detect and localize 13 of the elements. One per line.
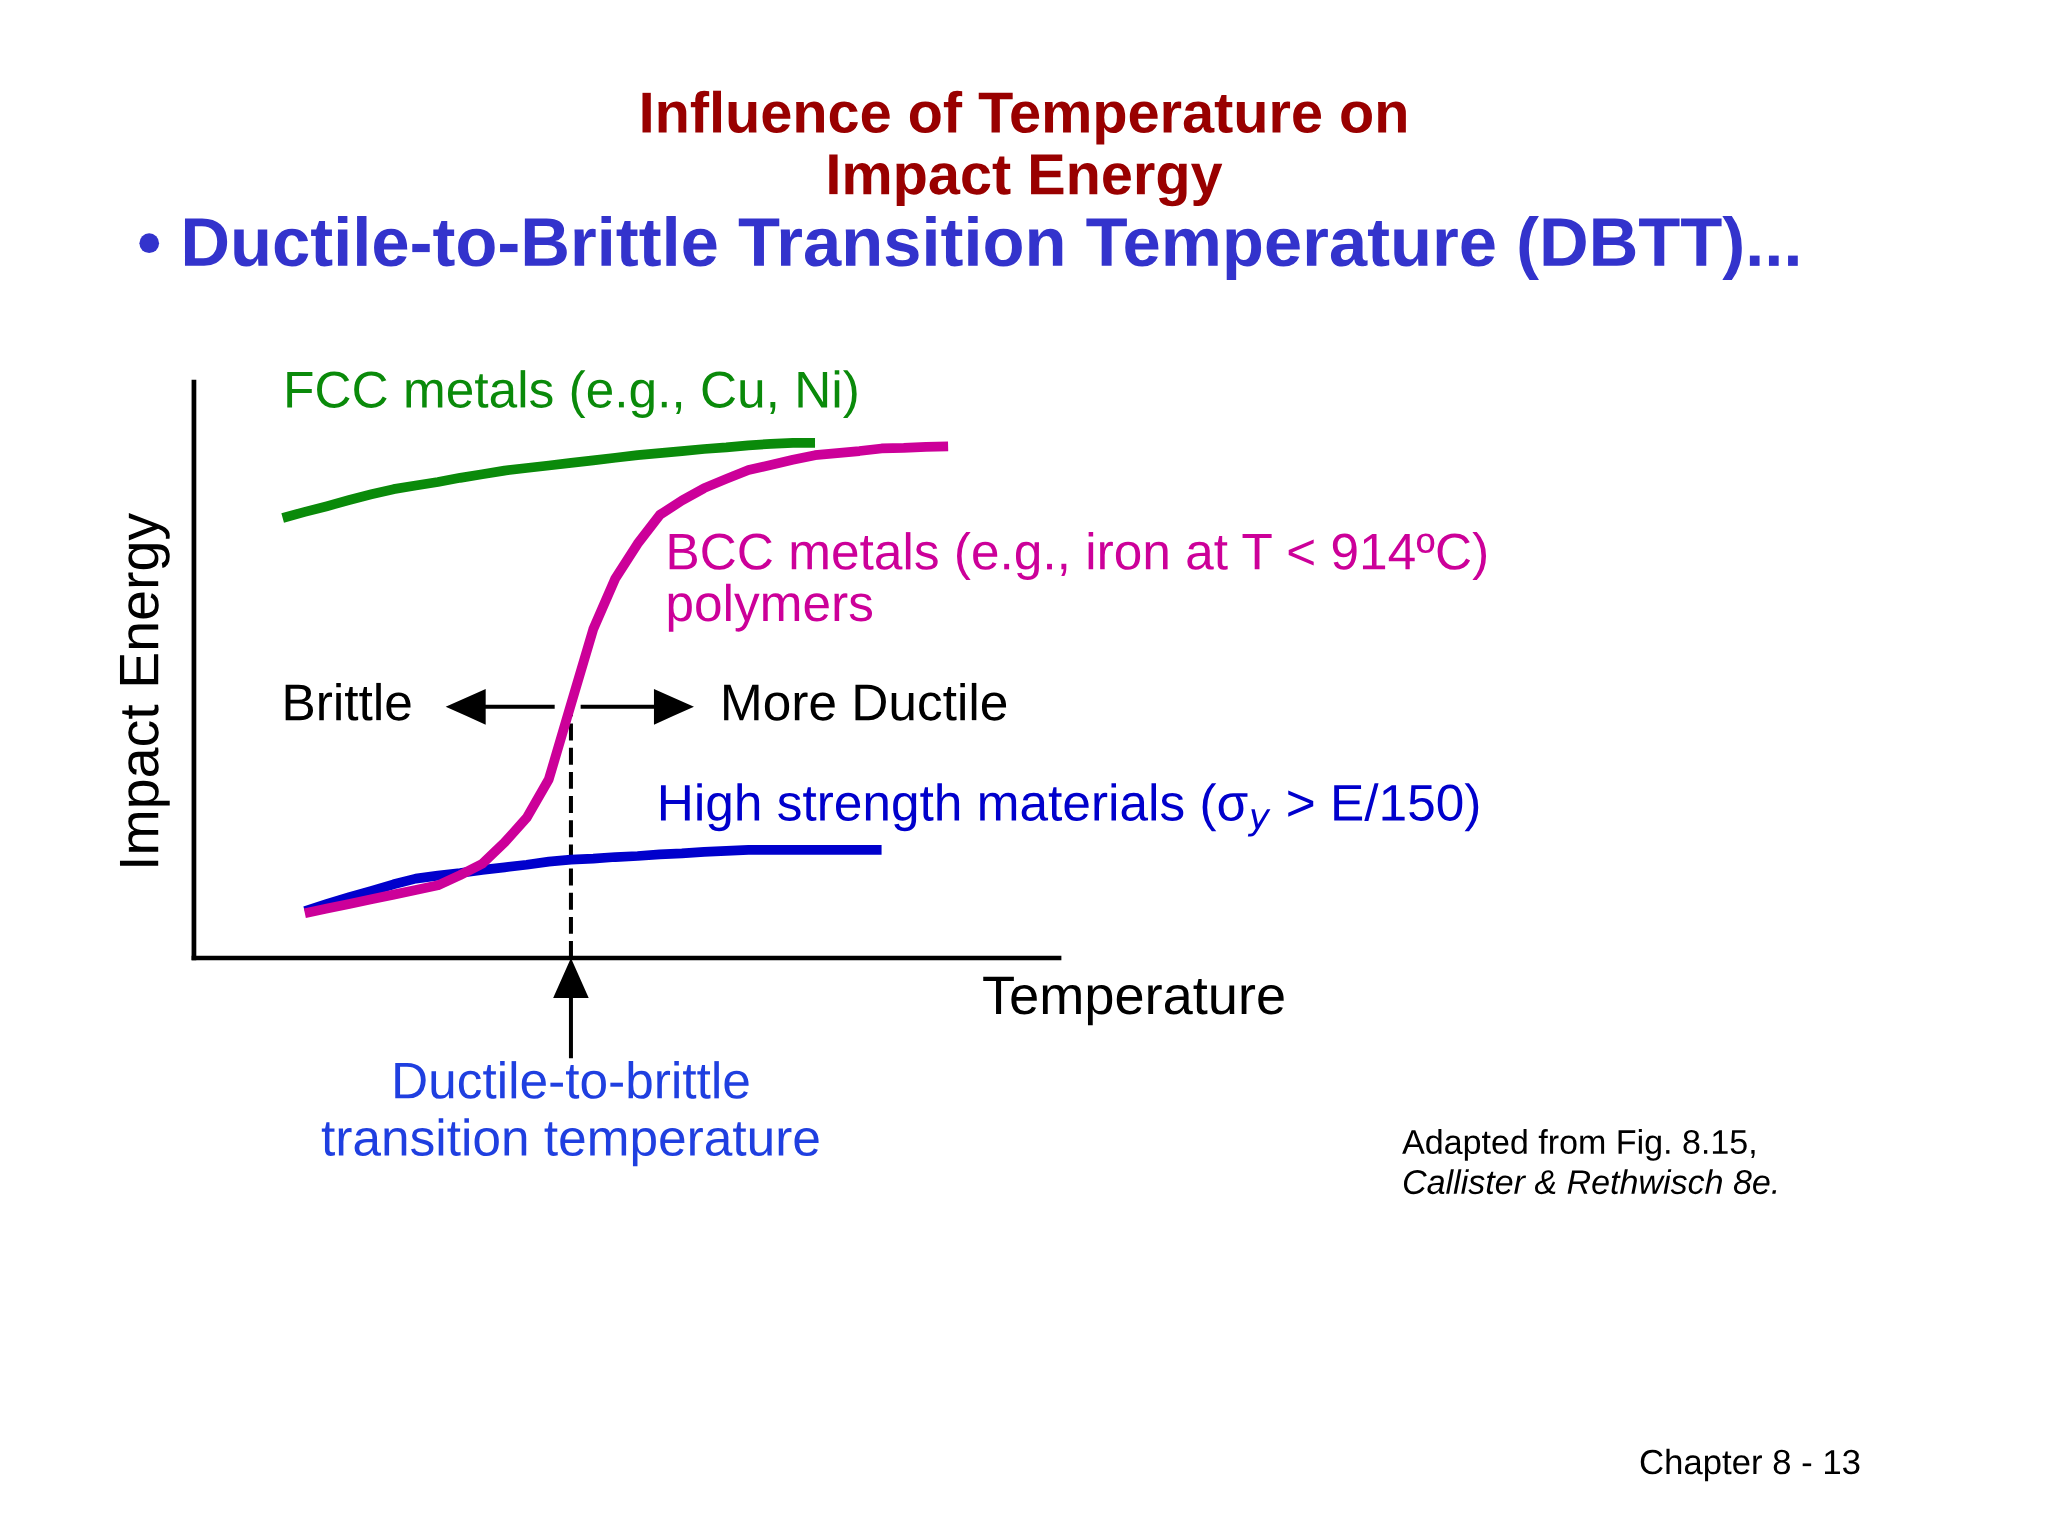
x-axis-title: Temperature [983,976,1284,1026]
series-label: FCC metals (e.g., Cu, Ni) [287,370,857,419]
series-label: BCC metals (e.g., iron at T < 914ºC) polymers [668,532,1487,632]
annotation: More Ductile [724,682,1007,721]
text: Chapter 8 - 13 [1640,1448,1860,1482]
y-axis-title: Impact Energy [119,512,170,866]
chart-title: Influence of Temperature on Impact Energy [642,90,1406,207]
chart-subtitle: • Ductile-to-Brittle Transition Temperature (DBTT)... [139,216,1798,281]
text: Ductile-to-brittle transition temperature [321,1061,819,1167]
annotation: Brittle [285,682,411,721]
text: Adapted from Fig. 8.15, [1402,1129,1755,1161]
text: Callister & Rethwisch 8e. [1403,1169,1777,1195]
series-label: High strength materials (σ$_{y}$ > E/150) [660,783,1479,837]
